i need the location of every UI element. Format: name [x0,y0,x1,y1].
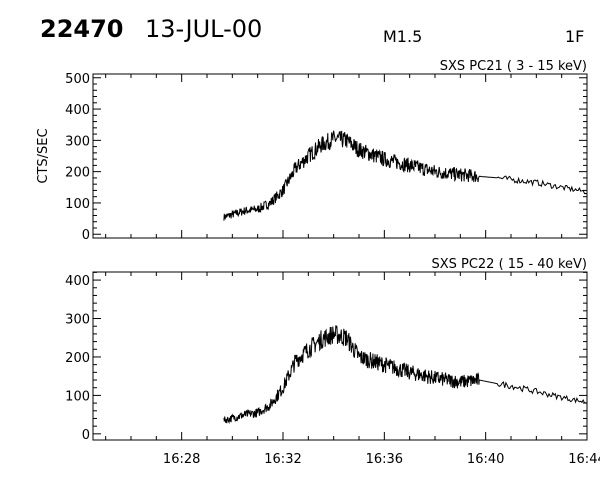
event-id: 22470 [40,15,124,43]
optical-class: 1F [565,27,585,46]
plot-title: SXS PC22 ( 15 - 40 keV) [431,257,587,272]
event-date: 13-JUL-00 [145,15,263,43]
y-tick-label: 400 [65,103,90,118]
y-tick-label: 300 [65,313,90,328]
plot-title: SXS PC21 ( 3 - 15 keV) [440,59,587,74]
x-tick-label: 16:32 [264,452,301,467]
y-tick-label: 200 [65,166,90,181]
y-tick-label: 400 [65,274,90,289]
y-tick-label: 100 [65,389,90,404]
x-tick-label: 16:36 [366,452,403,467]
plot-frame [92,73,588,239]
x-tick-label: 16:40 [467,452,504,467]
y-tick-label: 0 [82,228,90,243]
x-tick-label: 16:44 [568,452,600,467]
y-tick-label: 500 [65,72,90,87]
y-tick-label: 100 [65,197,90,212]
count-rate-line [223,325,588,425]
y-axis-label: CTS/SEC [36,128,51,183]
goes-class: M1.5 [383,27,423,46]
x-tick-label: 16:28 [163,452,200,467]
y-tick-label: 0 [82,428,90,443]
y-tick-label: 200 [65,351,90,366]
count-rate-line [223,130,588,221]
y-tick-label: 300 [65,134,90,149]
plot-frame [92,271,588,441]
